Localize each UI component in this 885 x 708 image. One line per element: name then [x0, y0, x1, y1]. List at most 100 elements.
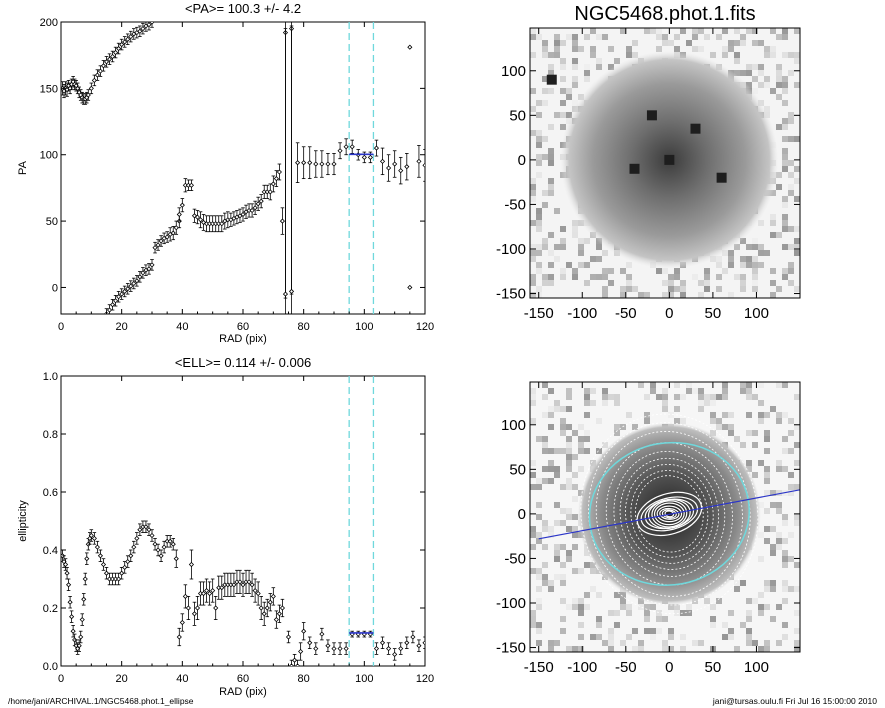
overlay-noise-pixel [680, 634, 686, 640]
ell-window-lines [348, 376, 375, 666]
ell-data-point [122, 561, 128, 574]
image-noise-pixel [782, 82, 788, 88]
pa-marker [106, 307, 113, 313]
pa-data-point [173, 220, 179, 235]
image-noise-pixel [794, 28, 800, 34]
image-noise-pixel [548, 280, 554, 286]
overlay-noise-pixel [710, 400, 716, 406]
overlay-noise-pixel [680, 418, 686, 424]
overlay-noise-pixel [620, 592, 626, 598]
ell-data-point [188, 549, 194, 580]
ell-data-point [91, 532, 97, 545]
ell-data-point [134, 532, 140, 545]
image-noise-pixel [716, 34, 722, 40]
image-noise-pixel [752, 28, 758, 34]
image-noise-pixel [584, 238, 590, 244]
image-noise-pixel [728, 40, 734, 46]
image-noise-pixel [566, 34, 572, 40]
overlay-noise-pixel [758, 382, 764, 388]
overlay-noise-pixel [776, 412, 782, 418]
pa-marker [343, 144, 349, 150]
image-noise-pixel [608, 268, 614, 274]
overlay-frame [529, 381, 801, 653]
overlay-noise-pixel [560, 424, 566, 430]
overlay-noise-pixel [782, 580, 788, 586]
image-noise-pixel [590, 52, 596, 58]
overlay-noise-pixel [536, 598, 542, 604]
pa-y-tick-label: 100 [40, 150, 58, 162]
pa-marker [255, 201, 261, 207]
overlay-noise-pixel [596, 634, 602, 640]
image-noise-pixel [554, 256, 560, 262]
pa-marker [379, 158, 386, 164]
pa-marker [146, 266, 152, 272]
pa-marker [276, 169, 282, 175]
pa-marker [201, 219, 207, 225]
ell-y-tick-label: 0.4 [43, 545, 58, 557]
ell-marker [79, 617, 85, 623]
overlay-noise-pixel [662, 400, 668, 406]
overlay-noise-pixel [734, 586, 740, 592]
image-noise-pixel [680, 286, 686, 292]
pa-data-point [216, 215, 222, 233]
ell-data-point [161, 540, 167, 554]
overlay-x-tick-label: -100 [567, 659, 597, 676]
image-noise-pixel [572, 220, 578, 226]
overlay-noise-pixel [668, 634, 674, 640]
overlay-noise-pixel [542, 394, 548, 400]
image-noise-pixel [608, 64, 614, 70]
ell-data-point [140, 520, 146, 533]
overlay-noise-pixel [734, 646, 740, 652]
overlay-noise-pixel [656, 394, 662, 400]
overlay-noise-pixel [566, 388, 572, 394]
image-noise-pixel [632, 52, 638, 58]
image-noise-pixel [668, 280, 674, 286]
overlay-noise-pixel [752, 394, 758, 400]
image-noise-pixel [572, 64, 578, 70]
image-noise-pixel [620, 286, 626, 292]
overlay-x-tick-label: 0 [665, 659, 673, 676]
ell-marker [152, 541, 158, 547]
ell-marker [122, 564, 128, 570]
overlay-noise-pixel [746, 628, 752, 634]
image-noise-pixel [734, 40, 740, 46]
ell-marker [62, 561, 69, 568]
overlay-noise-pixel [770, 580, 776, 586]
image-noise-pixel [548, 262, 554, 268]
ell-marker [392, 651, 398, 657]
ell-marker [97, 553, 103, 559]
overlay-noise-pixel [536, 436, 542, 442]
overlay-noise-pixel [578, 604, 584, 610]
pa-x-label: RAD (pix) [219, 333, 267, 345]
image-noise-pixel [752, 76, 758, 82]
overlay-noise-pixel [602, 400, 608, 406]
overlay-noise-pixel [590, 388, 596, 394]
image-noise-pixel [632, 286, 638, 292]
ell-marker [66, 582, 72, 588]
ell-data-point [204, 578, 210, 603]
pa-marker [188, 182, 194, 188]
pa-data-point [119, 288, 125, 300]
image-noise-pixel [728, 292, 734, 298]
galaxy-bright-knots [546, 74, 727, 183]
overlay-noise-pixel [746, 640, 752, 646]
pa-data-point [295, 142, 301, 184]
image-noise-pixel [788, 244, 794, 250]
overlay-noise-pixel [572, 496, 578, 502]
pa-marker [367, 154, 373, 160]
image-noise-pixel [740, 70, 746, 76]
image-noise-pixel [704, 268, 710, 274]
overlay-noise-pixel [746, 616, 752, 622]
image-noise-pixel [746, 82, 752, 88]
image-noise-pixel [584, 34, 590, 40]
image-noise-pixel [788, 190, 794, 196]
overlay-noise-pixel [542, 436, 548, 442]
ell-data-point [298, 642, 304, 661]
pa-marker [100, 63, 107, 69]
ell-data-point [116, 572, 122, 586]
pa-data-point [379, 147, 386, 176]
image-noise-pixel [782, 34, 788, 40]
pa-marker [119, 291, 125, 297]
ell-marker [191, 611, 198, 617]
overlay-noise-pixel [644, 418, 650, 424]
